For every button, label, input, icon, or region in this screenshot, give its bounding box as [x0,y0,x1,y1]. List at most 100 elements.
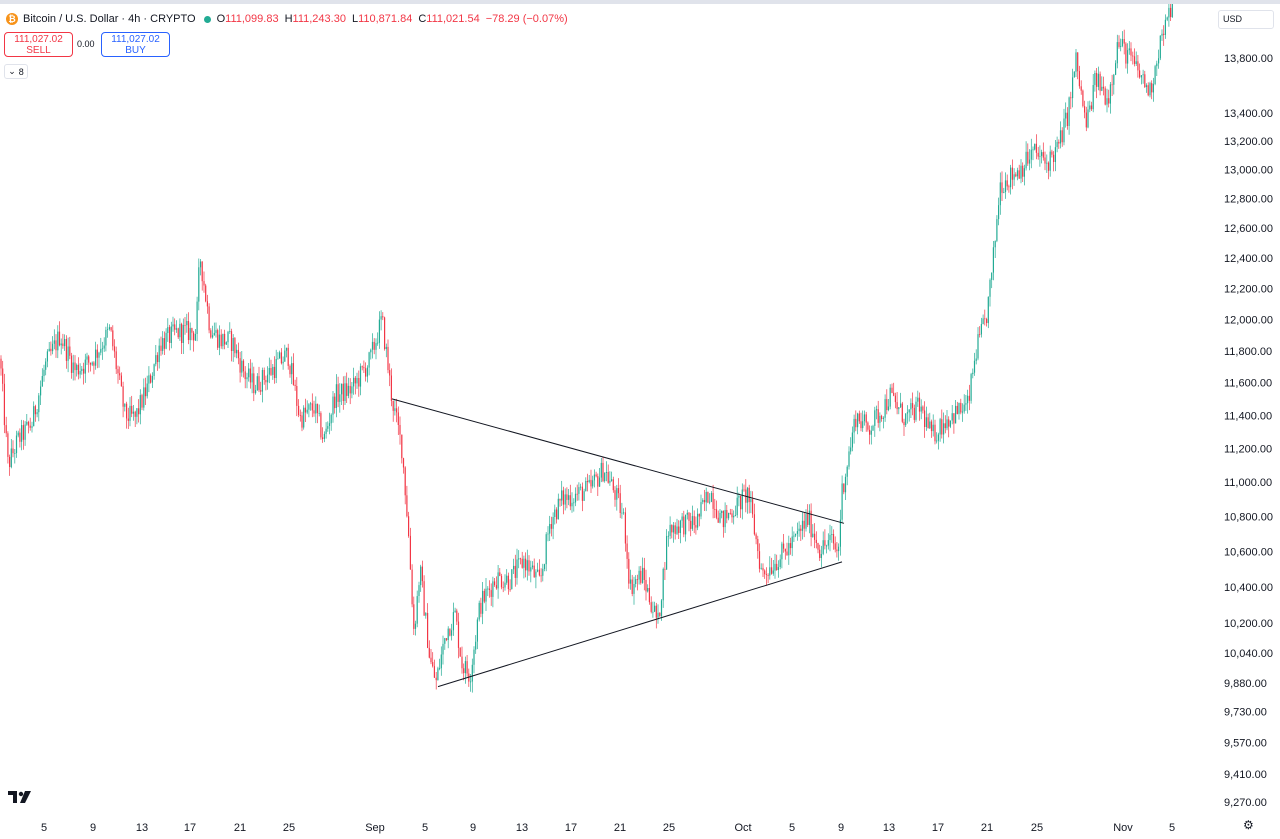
candle-body [170,326,172,343]
candle-body [172,324,174,327]
y-tick-label: 9,570.00 [1224,737,1267,749]
candle-body [1163,33,1165,35]
candle-body [826,545,828,547]
candle-body [26,421,28,425]
y-tick-label: 12,600.00 [1224,223,1273,235]
candle-body [138,408,140,415]
candle-body [580,486,582,488]
candle-body [652,611,654,613]
settings-icon[interactable]: ⚙ [1243,818,1254,832]
candle-body [60,343,62,346]
candle-body [150,375,152,383]
candle-body [363,367,365,369]
candle-body [1116,42,1118,64]
y-tick-label: 11,800.00 [1224,346,1272,358]
candle-body [377,342,379,344]
candle-body [690,520,692,529]
candle-body [442,643,444,655]
candle-body [213,332,215,336]
candle-body [1080,86,1082,91]
candle-body [210,330,212,338]
candle-body [113,346,116,352]
candle-body [557,498,559,520]
candle-body [163,338,165,349]
candle-body [535,571,537,578]
y-tick-label: 13,800.00 [1224,53,1273,65]
currency-selector[interactable]: USD [1218,10,1274,29]
candle-body [912,403,914,408]
candle-body [956,405,958,414]
candle-body [879,415,881,423]
candle-body [248,368,250,378]
trendline-upper[interactable] [391,398,845,524]
candle-body [253,373,255,394]
candle-body [1137,61,1139,71]
candle-body [129,405,131,421]
trendline-lower[interactable] [437,561,843,688]
candle-body [299,415,301,416]
candle-body [980,324,982,335]
candle-body [635,579,637,584]
symbol-title[interactable]: Bitcoin / U.S. Dollar · 4h · CRYPTO [23,13,196,25]
candle-body [979,334,981,335]
candle-body [509,589,511,590]
candle-body [728,512,730,519]
candle-body [222,333,224,347]
candle-body [998,205,1000,220]
candle-body [999,182,1001,206]
candle-body [74,362,76,371]
candle-body [497,572,499,589]
candle-body [1058,141,1060,144]
candle-body [482,590,484,614]
candle-body [454,610,456,613]
candle-body [457,621,460,648]
candle-body [779,559,781,567]
candle-body [669,524,671,536]
candle-body [752,499,754,515]
candle-body [660,600,663,617]
candle-body [1068,97,1070,126]
candle-body [15,435,18,454]
candle-body [1152,83,1154,93]
candle-body [174,324,176,330]
candle-body [1010,167,1012,188]
candle-body [260,390,262,392]
candle-body [829,534,831,541]
candle-body [270,368,272,375]
candle-body [967,395,969,404]
candle-body [413,604,415,629]
candle-body [758,551,761,569]
candle-body [674,525,676,534]
candle-body [1070,97,1072,99]
candle-body [526,560,528,571]
indicators-toggle[interactable]: ⌄ 8 [4,64,28,79]
y-tick-label: 13,400.00 [1224,108,1273,120]
candle-body [239,358,241,373]
candle-body [889,387,891,407]
buy-button[interactable]: 111,027.02 BUY [101,32,170,57]
candle-body [0,358,2,369]
candle-body [95,349,97,366]
candle-body [119,373,121,376]
tradingview-logo-icon[interactable] [8,790,32,809]
candle-body [416,596,418,624]
candle-body [1092,85,1094,110]
candle-body [487,588,489,590]
candle-body [801,520,804,531]
candle-body [992,247,994,273]
candle-body [619,493,621,513]
candle-body [191,328,193,333]
candle-body [817,543,819,550]
candle-body [353,377,355,387]
candle-body [502,587,504,589]
candle-body [550,524,552,529]
candle-body [212,335,214,338]
candle-body [1130,48,1132,56]
candle-body [1039,155,1041,157]
candle-body [858,413,860,422]
sell-button[interactable]: 111,027.02 SELL [4,32,73,57]
candle-body [34,406,36,415]
